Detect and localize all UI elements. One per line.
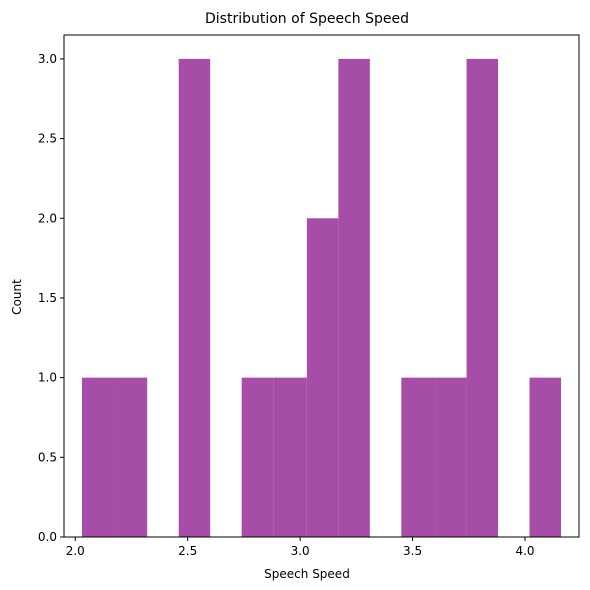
histogram-bar-3: [178, 58, 211, 538]
x-axis-ticks: 2.0 2.5 3.0 3.5 4.0: [66, 537, 535, 558]
y-tick-label-6: 3.0: [38, 52, 57, 66]
histogram-bar-6: [273, 377, 307, 537]
histogram-bar-0: [81, 377, 114, 537]
histogram-bar-7: [306, 218, 339, 537]
histogram-bar-8: [338, 58, 370, 538]
x-axis-label: Speech Speed: [264, 567, 350, 581]
x-tick-label-4: 4.0: [515, 544, 534, 558]
plot-frame: [63, 34, 580, 538]
y-axis-label: Count: [10, 279, 24, 315]
y-tick-label-1: 0.5: [38, 450, 57, 464]
histogram-bar-10: [401, 377, 436, 537]
histogram-bar-14: [529, 377, 562, 537]
histogram-bars: [81, 58, 562, 538]
x-tick-label-0: 2.0: [66, 544, 85, 558]
histogram-bar-1: [113, 377, 148, 537]
histogram-bar-5: [241, 377, 274, 537]
x-tick-label-3: 3.5: [403, 544, 422, 558]
y-tick-label-5: 2.5: [38, 132, 57, 146]
y-tick-label-3: 1.5: [38, 291, 57, 305]
chart-title: Distribution of Speech Speed: [205, 11, 409, 27]
y-tick-label-0: 0.0: [38, 530, 57, 544]
x-tick-label-2: 3.0: [291, 544, 310, 558]
y-axis-ticks: 0.0 0.5 1.0 1.5 2.0 2.5 3.0: [38, 52, 64, 544]
x-tick-label-1: 2.5: [178, 544, 197, 558]
histogram-bar-12: [466, 58, 499, 538]
y-tick-label-4: 2.0: [38, 211, 57, 225]
y-tick-label-2: 1.0: [38, 371, 57, 385]
histogram-bar-11: [435, 377, 467, 537]
